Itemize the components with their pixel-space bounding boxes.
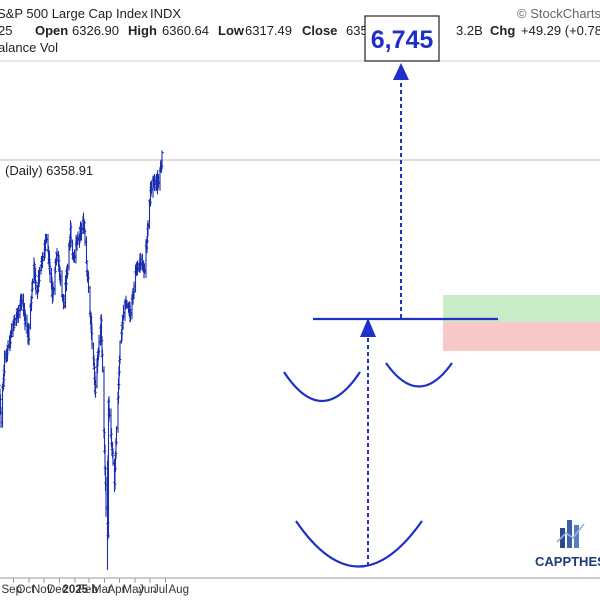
left-shoulder-arc bbox=[283, 371, 361, 402]
chg-value: +49.29 (+0.78 bbox=[521, 23, 600, 38]
target-callout-value: 6,745 bbox=[371, 26, 434, 54]
x-tick-label: Jul bbox=[153, 584, 168, 596]
exchange-label: INDX bbox=[150, 6, 181, 21]
x-tick-label: Mar bbox=[92, 584, 112, 596]
x-tick-label: Dec bbox=[47, 584, 68, 596]
price-label: (Daily) 6358.91 bbox=[5, 163, 93, 178]
logo-bar-3 bbox=[574, 525, 579, 548]
logo-line bbox=[556, 523, 585, 543]
date-fragment: 25 bbox=[0, 23, 12, 38]
x-tick-label: Oct bbox=[17, 584, 36, 596]
x-tick-label: May bbox=[123, 584, 145, 596]
indicator-label: alance Vol bbox=[0, 40, 58, 55]
chart-title: S&P 500 Large Cap Index bbox=[0, 6, 148, 21]
x-tick-label: Aug bbox=[169, 584, 189, 596]
x-tick-label: Jun bbox=[138, 584, 157, 596]
volume-value: 3.2B bbox=[456, 23, 483, 38]
target-zone bbox=[443, 295, 600, 322]
head-arc bbox=[295, 520, 423, 568]
capp-logo: CAPPTHES bbox=[535, 520, 600, 569]
high-label: High bbox=[128, 23, 157, 38]
chg-label: Chg bbox=[490, 23, 515, 38]
close-value: 635 bbox=[346, 23, 368, 38]
high-value: 6360.64 bbox=[162, 23, 209, 38]
ohlc-bars bbox=[0, 150, 164, 570]
open-value: 6326.90 bbox=[72, 23, 119, 38]
x-tick-label: 2025 bbox=[63, 584, 89, 596]
low-value: 6317.49 bbox=[245, 23, 292, 38]
logo-bar-2 bbox=[567, 520, 572, 548]
target-callout-box bbox=[364, 15, 440, 62]
logo-bar-1 bbox=[560, 528, 565, 548]
x-tick-label: Nov bbox=[32, 584, 53, 596]
x-tick-label: Apr bbox=[108, 584, 126, 596]
measure-arrow-head bbox=[360, 318, 376, 337]
close-label: Close bbox=[302, 23, 337, 38]
target-arrow-head bbox=[393, 63, 409, 80]
open-label: Open bbox=[35, 23, 68, 38]
low-label: Low bbox=[218, 23, 245, 38]
right-shoulder-arc bbox=[385, 362, 453, 388]
x-tick-label: Feb bbox=[78, 584, 98, 596]
x-tick-label: Sep bbox=[2, 584, 22, 596]
source-label: © StockCharts bbox=[517, 6, 600, 21]
support-zone bbox=[443, 322, 600, 351]
logo-text: CAPPTHES bbox=[535, 554, 600, 569]
